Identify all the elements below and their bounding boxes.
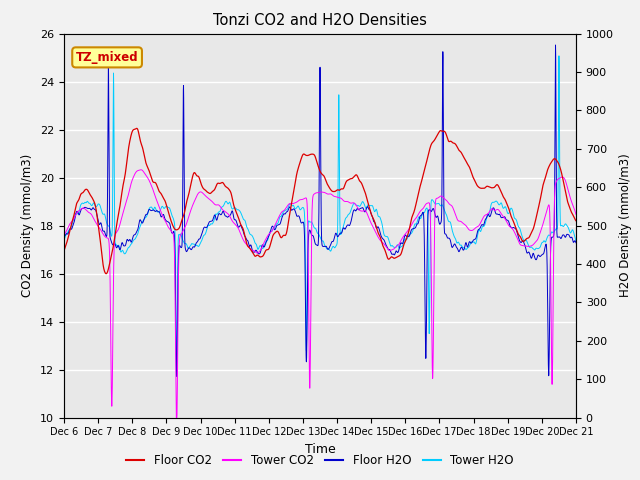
Legend: Floor CO2, Tower CO2, Floor H2O, Tower H2O: Floor CO2, Tower CO2, Floor H2O, Tower H… bbox=[122, 449, 518, 472]
Title: Tonzi CO2 and H2O Densities: Tonzi CO2 and H2O Densities bbox=[213, 13, 427, 28]
Y-axis label: CO2 Density (mmol/m3): CO2 Density (mmol/m3) bbox=[22, 154, 35, 297]
X-axis label: Time: Time bbox=[305, 443, 335, 456]
Text: TZ_mixed: TZ_mixed bbox=[76, 51, 138, 64]
Y-axis label: H2O Density (mmol/m3): H2O Density (mmol/m3) bbox=[620, 154, 632, 298]
